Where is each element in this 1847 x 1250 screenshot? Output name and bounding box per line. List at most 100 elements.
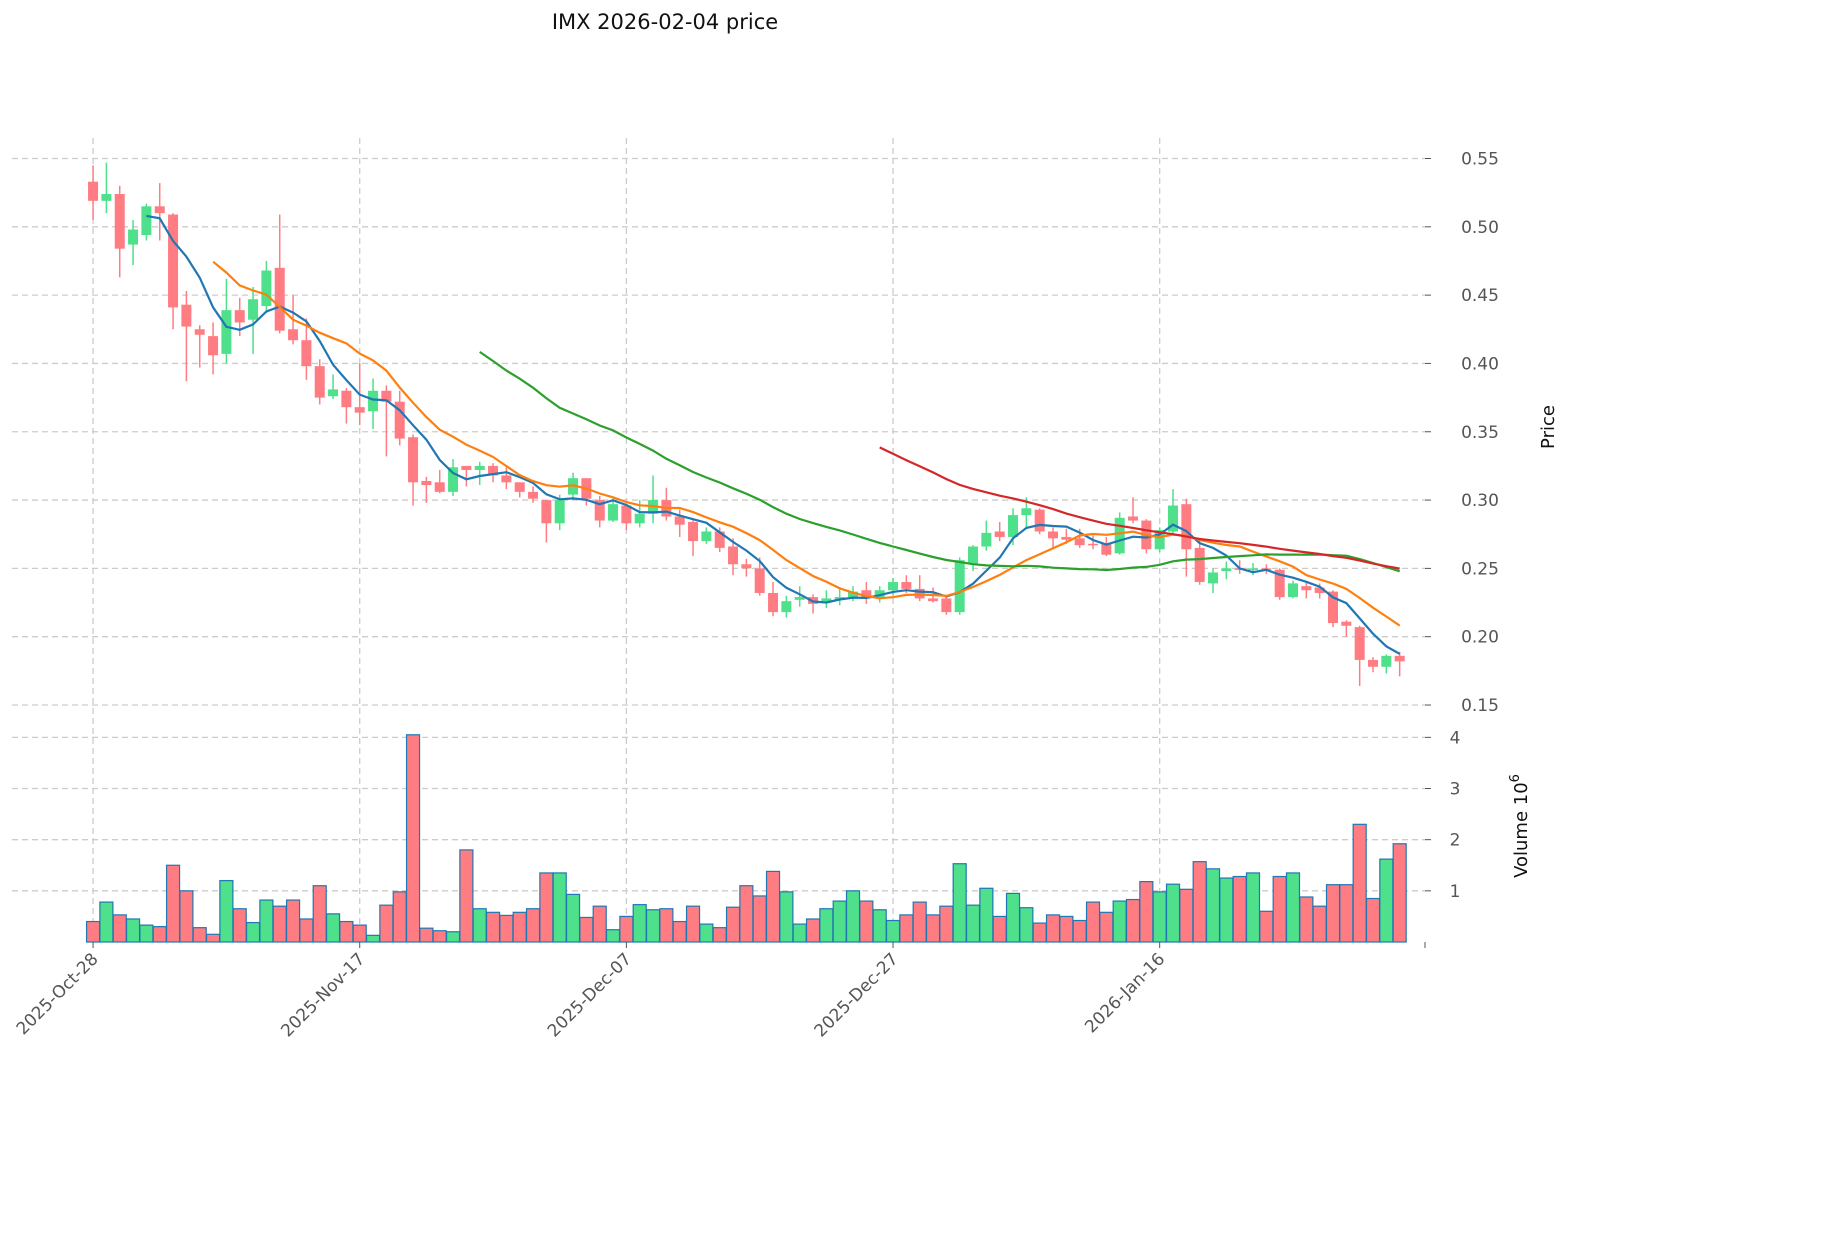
volume-bar [1179, 888, 1194, 943]
candle [461, 465, 472, 487]
candle-body [781, 601, 792, 613]
volume-bar [1045, 914, 1061, 943]
price-tick-label: 0.30 [1461, 491, 1499, 511]
volume-bar [312, 885, 327, 943]
candle [1341, 620, 1352, 637]
candle-body [1394, 655, 1405, 662]
volume-bar [872, 909, 887, 943]
candle-body [501, 475, 512, 483]
volume-axis-label: Volume 106 [1508, 774, 1532, 878]
candle-body [1154, 530, 1165, 550]
candle [994, 521, 1005, 542]
candle [1034, 508, 1045, 535]
price-tick-label: 0.55 [1461, 149, 1499, 169]
candle [194, 325, 205, 368]
candle [514, 482, 525, 498]
candle [954, 557, 965, 615]
candle [861, 582, 872, 604]
candle-body [848, 591, 859, 598]
candle [728, 538, 739, 576]
ma5-line [146, 214, 1401, 655]
candle-body [274, 267, 285, 331]
candle-body [861, 590, 872, 599]
volume-bar [899, 914, 914, 943]
volume-bar [1299, 896, 1314, 943]
volume-bar [1099, 911, 1114, 943]
volume-bar [1285, 872, 1301, 943]
candle [821, 590, 832, 609]
candle-body [234, 310, 245, 323]
candle [301, 318, 312, 380]
volume-bar [432, 930, 447, 943]
candle [181, 291, 192, 382]
candle-body [354, 407, 365, 413]
candle [528, 486, 539, 503]
candle-body [981, 532, 992, 547]
volume-bar [1152, 891, 1167, 943]
candle-body [141, 206, 152, 236]
volume-bar [1219, 877, 1234, 943]
volume-bar [1379, 858, 1394, 943]
candle [1088, 535, 1099, 550]
volume-bar [592, 905, 607, 943]
candle [314, 359, 325, 405]
volume-bar [419, 927, 434, 943]
candle-body [328, 389, 339, 397]
candle-body [621, 505, 632, 524]
date-tick-label: 2025-Nov-17 [277, 949, 369, 1041]
candle-body [768, 592, 779, 613]
candle-body [888, 582, 899, 591]
candle [1101, 536, 1112, 557]
volume-bar [605, 929, 621, 943]
candle-body [901, 582, 912, 589]
candle-body [88, 181, 99, 201]
volume-bar [805, 918, 821, 943]
candle [661, 487, 672, 521]
candle-body [1181, 504, 1192, 550]
volume-bar [645, 909, 661, 943]
candle [141, 203, 152, 241]
candle [488, 463, 499, 483]
candle [688, 520, 699, 557]
volume-bar [219, 880, 234, 943]
volume-bar [99, 901, 114, 943]
candle-body [1194, 547, 1205, 583]
volume-bar [565, 893, 581, 943]
volume-bar [192, 927, 207, 943]
candle-body [528, 491, 539, 499]
volume-axis-exponent: 6 [1508, 774, 1523, 782]
volume-bar [352, 924, 367, 943]
volume-bar [1312, 905, 1327, 943]
volume-bar [659, 908, 674, 943]
candle [794, 586, 805, 607]
volume-bar [1072, 919, 1087, 943]
candle-body [1114, 517, 1125, 554]
candle-body [434, 482, 445, 492]
volume-bar [245, 921, 261, 943]
candle-body [101, 194, 112, 201]
candle-body [1354, 627, 1365, 660]
volume-bar [739, 885, 754, 943]
volume-bar [552, 872, 567, 943]
candle-body [181, 304, 192, 327]
volume-bar [712, 927, 727, 943]
candle-body [688, 521, 699, 542]
volume-bar [845, 890, 861, 943]
candle-body [288, 329, 299, 341]
candle [808, 594, 819, 614]
candle [981, 520, 992, 551]
volume-bar [525, 908, 541, 943]
volume-bar [472, 908, 487, 943]
volume-bar [232, 908, 247, 943]
volume-bar [859, 900, 874, 943]
price-tick-label: 0.35 [1461, 423, 1499, 443]
candle [834, 588, 845, 606]
candle-body [728, 546, 739, 565]
candle [1368, 657, 1379, 673]
candle-body [1288, 583, 1299, 598]
candle-body [421, 480, 432, 486]
candle [274, 214, 285, 334]
volume-bar [1085, 901, 1101, 943]
candle-body [1128, 516, 1139, 521]
ma30-line [479, 350, 1401, 573]
